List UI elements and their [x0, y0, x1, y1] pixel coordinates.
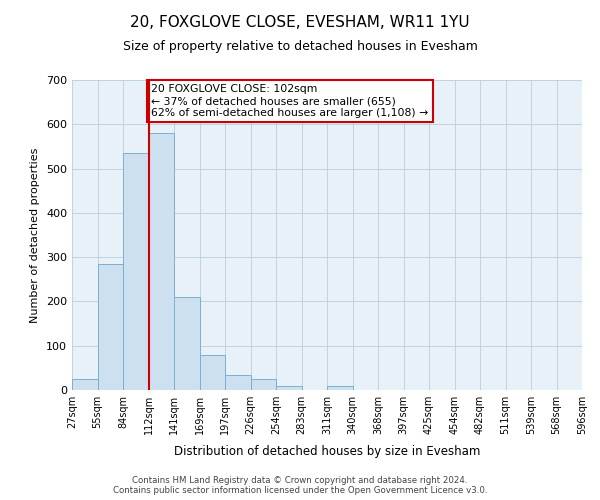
Bar	[174, 297, 199, 390]
Bar	[327, 386, 353, 390]
Y-axis label: Number of detached properties: Number of detached properties	[31, 148, 40, 322]
Bar	[72, 379, 97, 390]
Bar	[97, 264, 123, 390]
Bar	[149, 133, 174, 390]
Bar	[251, 379, 276, 390]
Bar	[123, 153, 149, 390]
X-axis label: Distribution of detached houses by size in Evesham: Distribution of detached houses by size …	[174, 446, 480, 458]
Bar	[199, 354, 225, 390]
Text: 20 FOXGLOVE CLOSE: 102sqm
← 37% of detached houses are smaller (655)
62% of semi: 20 FOXGLOVE CLOSE: 102sqm ← 37% of detac…	[151, 84, 428, 117]
Text: Contains HM Land Registry data © Crown copyright and database right 2024.
Contai: Contains HM Land Registry data © Crown c…	[113, 476, 487, 495]
Text: 20, FOXGLOVE CLOSE, EVESHAM, WR11 1YU: 20, FOXGLOVE CLOSE, EVESHAM, WR11 1YU	[130, 15, 470, 30]
Bar	[225, 374, 251, 390]
Text: Size of property relative to detached houses in Evesham: Size of property relative to detached ho…	[122, 40, 478, 53]
Bar	[276, 386, 302, 390]
